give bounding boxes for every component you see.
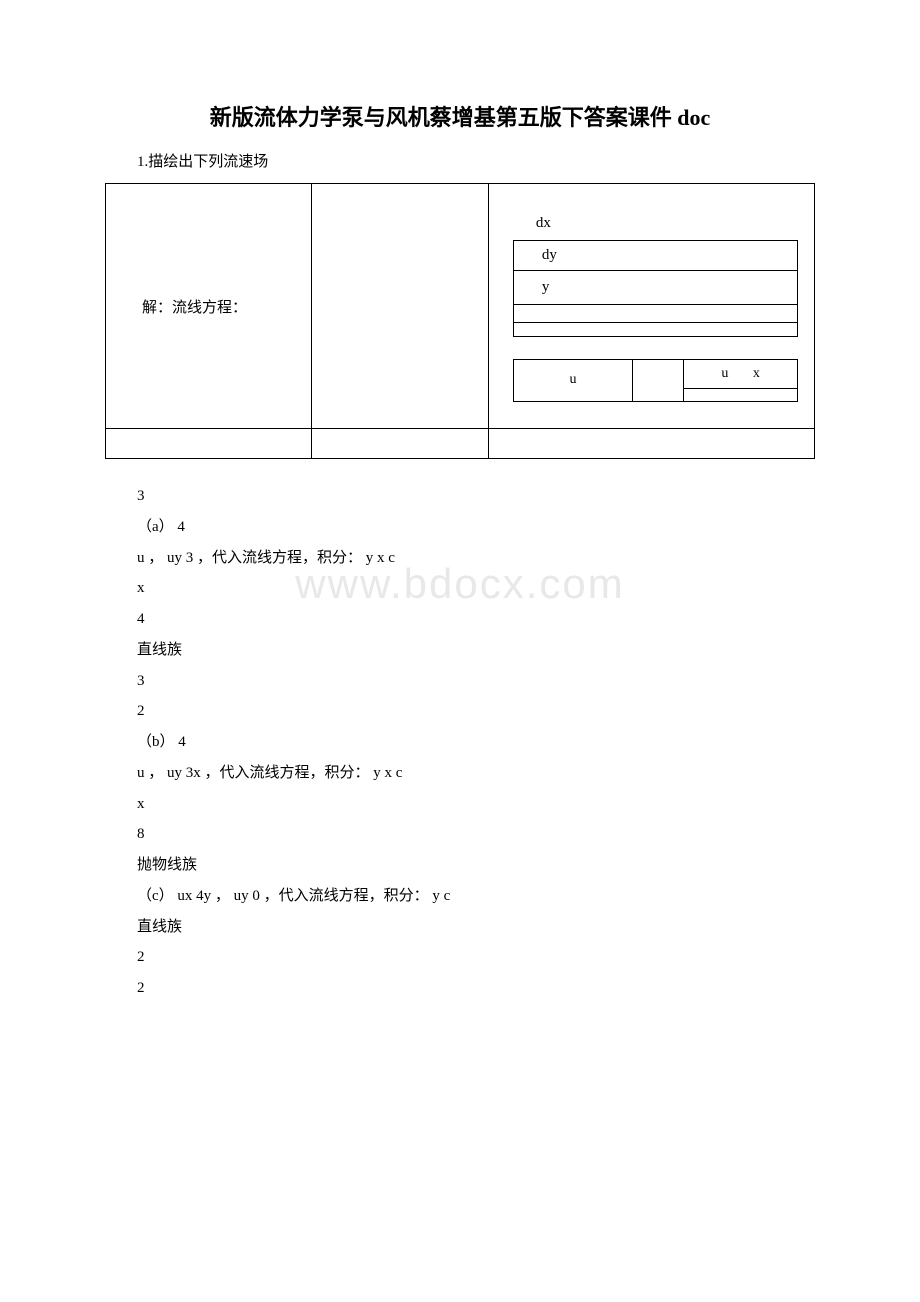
content-line: 抛物线族 (137, 850, 815, 881)
document-title: 新版流体力学泵与风机蔡增基第五版下答案课件 doc (105, 100, 815, 132)
content-line: x (137, 789, 815, 820)
content-body: 3 （a） 4 u ， uy 3 ，代入流线方程，积分： y x c x 4 直… (137, 481, 815, 1004)
table-row: u u x (513, 359, 797, 388)
section-subtitle: 1.描绘出下列流速场 (137, 150, 815, 171)
dy-box: dy (513, 240, 798, 271)
equation-container: dx dy y u u x (489, 203, 814, 410)
content-line: （c） ux 4y ， uy 0 ，代入流线方程，积分： y c (137, 881, 815, 912)
dx-label: dx (501, 211, 802, 240)
content-line: （b） 4 (137, 727, 815, 758)
empty-cell (488, 429, 814, 459)
content-line: 3 (137, 666, 815, 697)
equation-cell: dx dy y u u x (488, 184, 814, 429)
table-row (106, 429, 815, 459)
empty-cell (311, 184, 488, 429)
empty-cell (311, 429, 488, 459)
content-line: x (137, 573, 815, 604)
thin-box (513, 323, 798, 337)
x-label: x (753, 366, 760, 381)
table-row: 解：流线方程： dx dy y u u x (106, 184, 815, 429)
solution-label-cell: 解：流线方程： (106, 184, 312, 429)
empty-cell (106, 429, 312, 459)
thin-box (513, 305, 798, 323)
content-line: （a） 4 (137, 512, 815, 543)
content-line: 2 (137, 973, 815, 1004)
content-line: u ， uy 3x ，代入流线方程，积分： y x c (137, 758, 815, 789)
content-line: 8 (137, 819, 815, 850)
empty-cell (684, 388, 798, 401)
ux-container: u u x (513, 359, 798, 402)
content-line: 2 (137, 942, 815, 973)
content-line: 直线族 (137, 912, 815, 943)
u-label: u (721, 366, 728, 381)
content-line: 3 (137, 481, 815, 512)
content-line: 2 (137, 696, 815, 727)
content-line: 直线族 (137, 635, 815, 666)
ux-table: u u x (513, 359, 798, 402)
x-cell: u x (684, 359, 798, 388)
y-box: y (513, 271, 798, 305)
u-cell: u (513, 359, 632, 401)
mid-cell (633, 359, 684, 401)
content-line: 4 (137, 604, 815, 635)
equation-table: 解：流线方程： dx dy y u u x (105, 183, 815, 459)
content-line: u ， uy 3 ，代入流线方程，积分： y x c (137, 543, 815, 574)
